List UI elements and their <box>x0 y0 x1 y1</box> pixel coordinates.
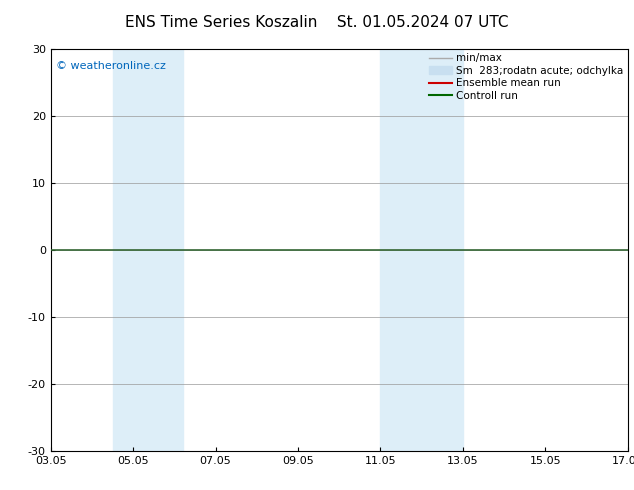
Bar <box>113 49 183 451</box>
Text: © weatheronline.cz: © weatheronline.cz <box>56 61 166 71</box>
Bar <box>380 49 463 451</box>
Text: ENS Time Series Koszalin    St. 01.05.2024 07 UTC: ENS Time Series Koszalin St. 01.05.2024 … <box>126 15 508 30</box>
Legend: min/max, Sm  283;rodatn acute; odchylka, Ensemble mean run, Controll run: min/max, Sm 283;rodatn acute; odchylka, … <box>427 51 626 103</box>
